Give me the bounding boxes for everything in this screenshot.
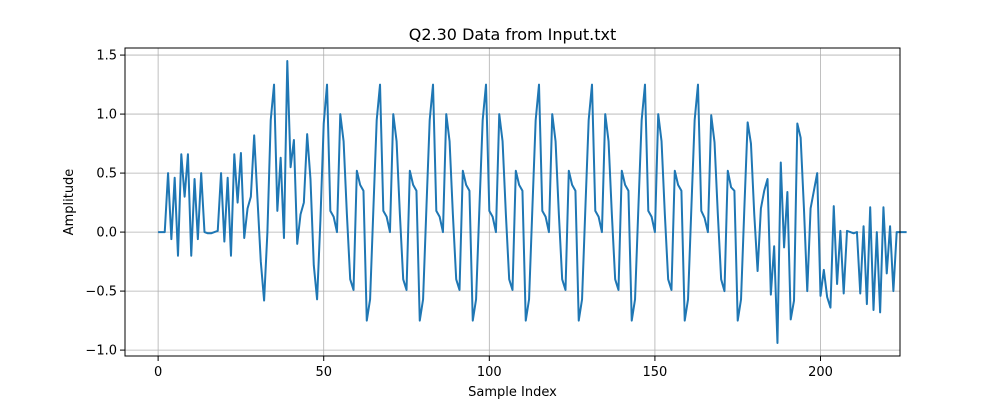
x-tick-label: 200 <box>808 365 833 380</box>
y-tick-label: −0.5 <box>85 285 117 300</box>
x-tick-label: 0 <box>154 365 162 380</box>
x-tick-label: 150 <box>643 365 668 380</box>
plot-frame <box>124 47 901 357</box>
y-tick-label: 0.5 <box>96 167 117 182</box>
x-tick-label: 100 <box>477 365 502 380</box>
series-layer <box>158 59 907 345</box>
y-axis-label: Amplitude <box>62 169 77 236</box>
y-tick-label: 1.5 <box>96 49 117 64</box>
x-tick-label: 50 <box>315 365 332 380</box>
y-tick-label: 0.0 <box>96 226 117 241</box>
x-axis-label: Sample Index <box>468 385 557 400</box>
series-line <box>158 59 907 345</box>
grid <box>125 48 900 356</box>
ticks: 0 50 100 150 200 −1.0 −0.5 0.0 0.5 1.0 1.5 <box>85 49 833 380</box>
y-tick-label: 1.0 <box>96 108 117 123</box>
chart-title: Q2.30 Data from Input.txt <box>409 25 616 44</box>
y-tick-label: −1.0 <box>85 344 117 359</box>
